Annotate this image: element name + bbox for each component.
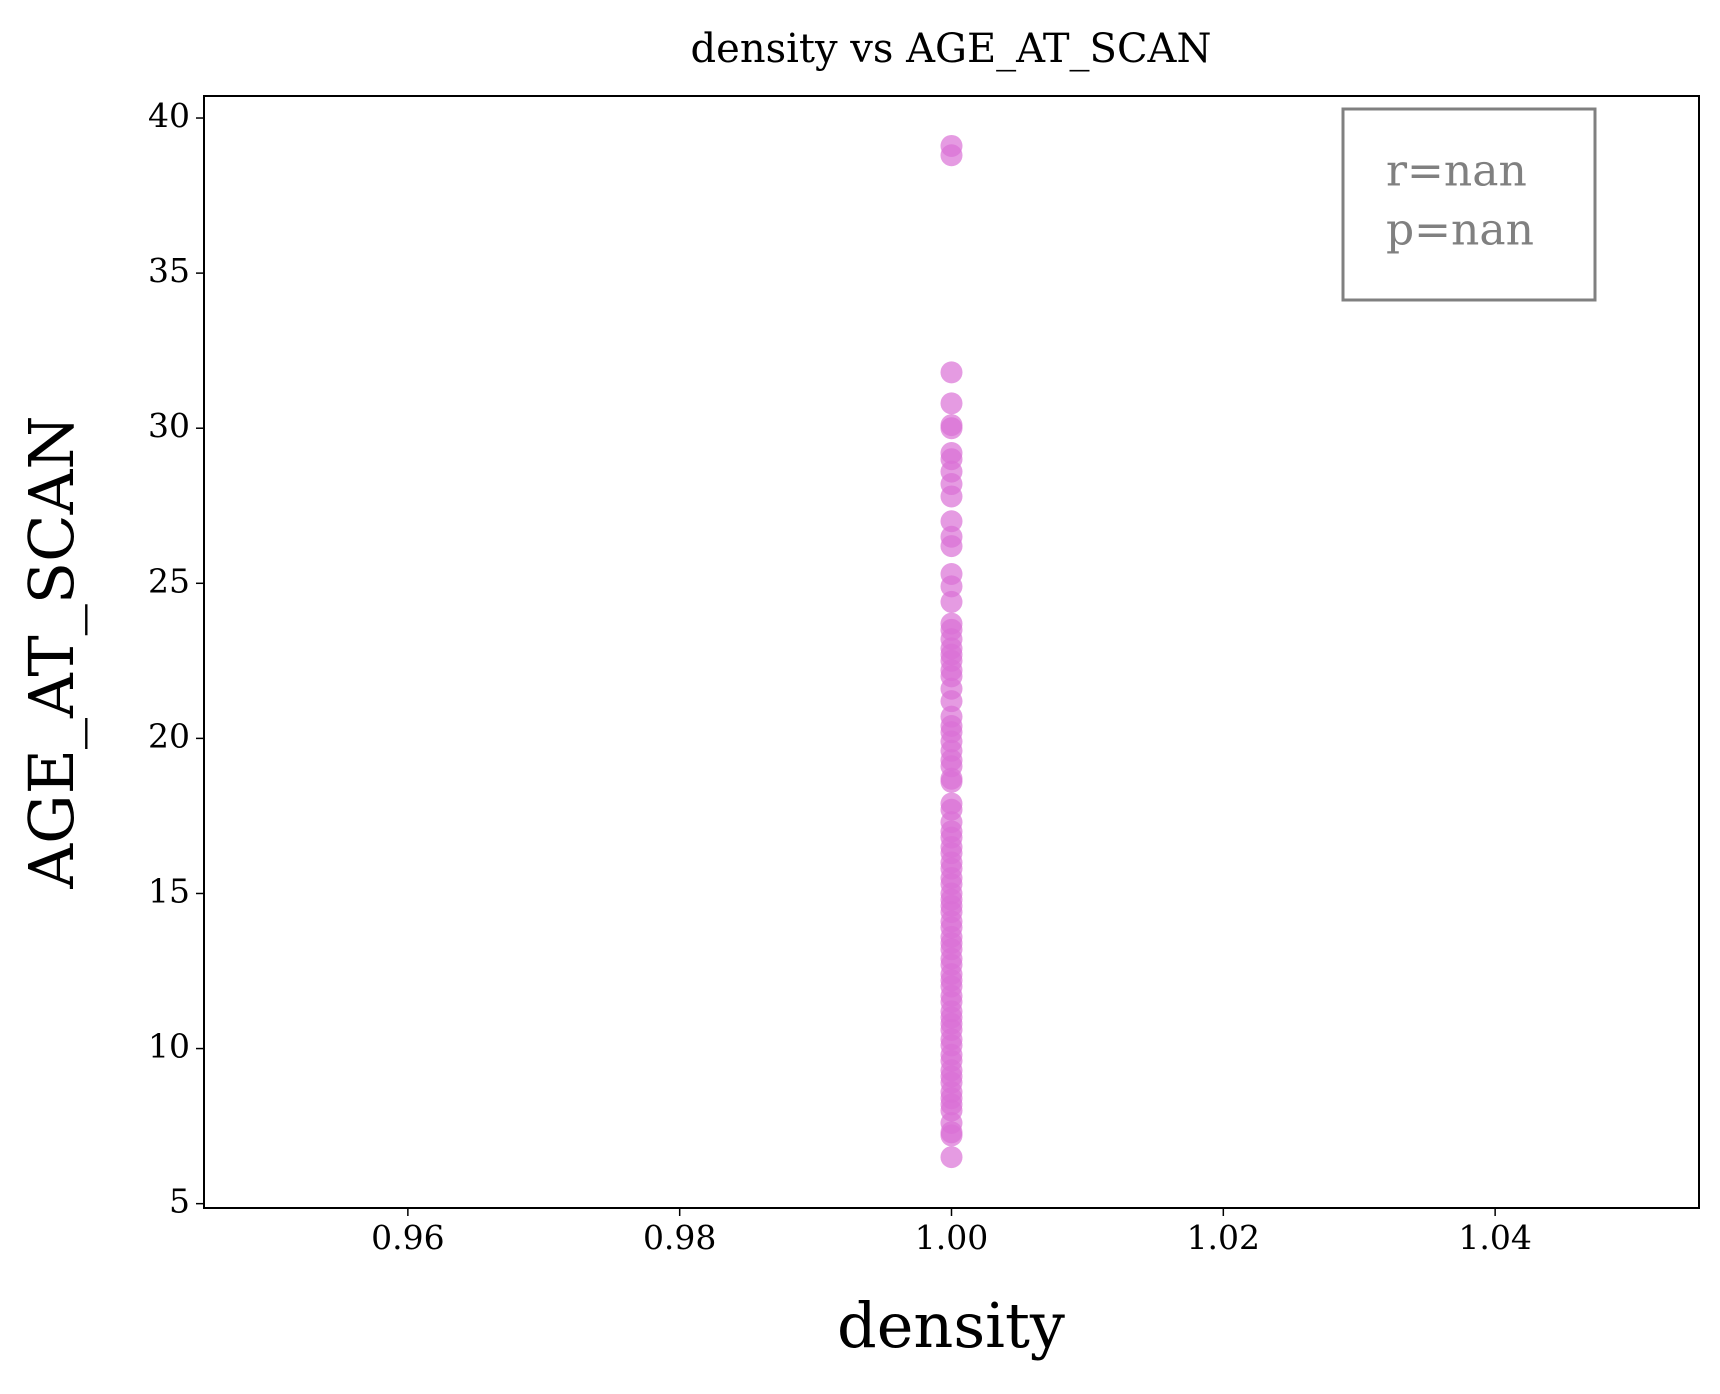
scatter-point xyxy=(940,485,963,508)
y-tick-label: 10 xyxy=(148,1027,190,1066)
scatter-point xyxy=(940,770,963,793)
annotation-box xyxy=(1341,107,1597,302)
y-tick-label: 30 xyxy=(148,406,190,445)
x-tick-label: 0.96 xyxy=(371,1218,444,1257)
x-tick-label: 1.02 xyxy=(1187,1218,1260,1257)
y-tick-label: 15 xyxy=(148,871,190,910)
scatter-point xyxy=(940,510,963,533)
scatter-point xyxy=(940,392,963,415)
y-tick-label: 40 xyxy=(148,96,190,135)
scatter-point xyxy=(940,690,963,713)
scatter-point xyxy=(940,590,963,613)
y-tick-label: 35 xyxy=(148,251,190,290)
scatter-point xyxy=(940,535,963,558)
scatter-point xyxy=(940,144,963,167)
chart-title: density vs AGE_AT_SCAN xyxy=(691,26,1212,72)
scatter-point xyxy=(940,1124,963,1147)
plot-frame xyxy=(203,95,1700,1209)
x-tick-label: 1.04 xyxy=(1458,1218,1531,1257)
x-tick-label: 0.98 xyxy=(643,1218,716,1257)
scatter-point xyxy=(940,1146,963,1169)
y-tick-label: 25 xyxy=(148,561,190,600)
scatter-point xyxy=(940,361,963,384)
scatter-point xyxy=(940,575,963,598)
scatter-point xyxy=(940,417,963,440)
y-tick-label: 5 xyxy=(169,1182,190,1221)
annotation-text: p=nan xyxy=(1386,205,1534,256)
annotation-text: r=nan xyxy=(1386,146,1527,197)
y-axis-label: AGE_AT_SCAN xyxy=(15,415,88,889)
x-axis-label: density xyxy=(837,1289,1065,1362)
x-tick-label: 1.00 xyxy=(915,1218,988,1257)
y-tick-label: 20 xyxy=(148,716,190,755)
